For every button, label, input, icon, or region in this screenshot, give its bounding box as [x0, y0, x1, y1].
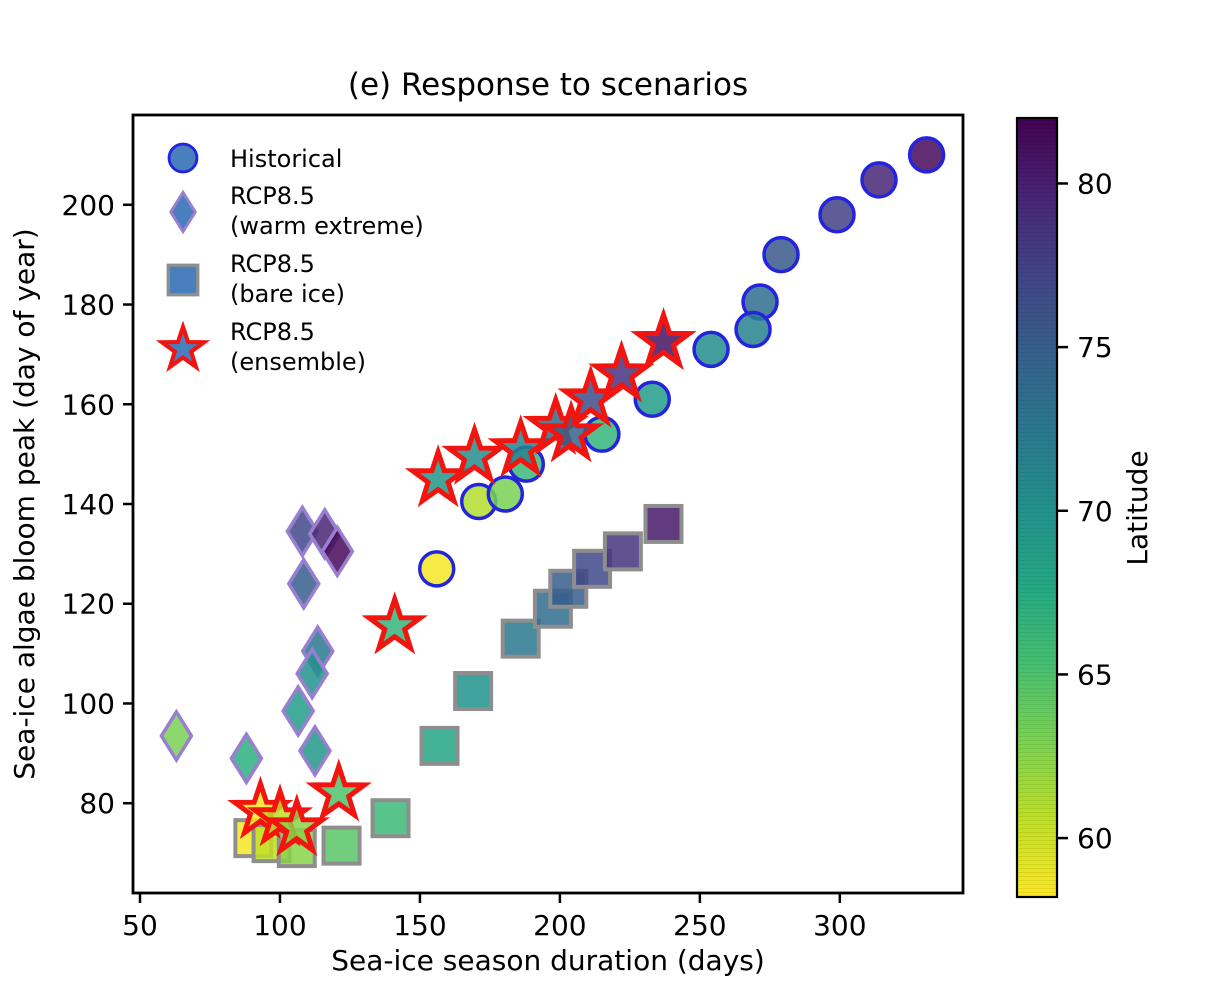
data-point-diamond: [320, 524, 355, 579]
data-point-diamond: [286, 556, 321, 612]
x-tick-label: 250: [673, 909, 726, 942]
data-point-square: [166, 263, 200, 297]
x-tick-label: 150: [393, 909, 446, 942]
data-point-diamond: [169, 189, 197, 235]
data-point-star: [361, 591, 428, 655]
data-point-diamond: [285, 504, 320, 559]
colorbar: 60 65 70 75 80 Latitude: [1015, 116, 1154, 899]
data-point-diamond: [295, 646, 330, 701]
data-point-square: [370, 798, 411, 839]
data-point-star: [630, 306, 697, 371]
data-point-square: [453, 671, 494, 712]
y-tick-label: 100: [62, 687, 115, 720]
data-point-circle: [692, 330, 730, 369]
legend-label-bare-ice-2: (bare ice): [230, 280, 345, 308]
y-tick-label: 200: [62, 189, 115, 222]
plot-border: [131, 113, 965, 895]
data-point-circle: [167, 142, 199, 174]
legend-label-ensemble-2: (ensemble): [230, 348, 366, 376]
data-point-star: [155, 320, 211, 373]
data-point-square: [419, 725, 460, 766]
x-tick-label: 200: [533, 909, 586, 942]
x-tick-label: 50: [122, 909, 158, 942]
legend-label-warm-extreme-1: RCP8.5: [230, 182, 315, 210]
data-point-square: [602, 531, 643, 572]
data-point-diamond: [297, 723, 333, 779]
data-point-circle: [417, 550, 456, 588]
colorbar-tick-label: 70: [1077, 495, 1113, 528]
legend-label-historical: Historical: [230, 145, 342, 173]
data-point-circle: [734, 310, 772, 349]
y-tick-label: 180: [62, 289, 115, 322]
data-point-star: [263, 793, 330, 857]
colorbar-ticks: 60 65 70 75 80: [1057, 167, 1113, 855]
data-point-diamond: [159, 708, 194, 764]
colorbar-tick-label: 80: [1077, 167, 1113, 200]
data-point-diamond: [229, 731, 264, 786]
data-point-circle: [762, 235, 800, 274]
series-rcp8-5-ensemble: [227, 306, 697, 857]
x-tick-label: 300: [813, 909, 866, 942]
data-point-circle: [907, 136, 946, 174]
legend-marker-circle: [167, 142, 199, 174]
y-axis-label: Sea-ice algae bloom peak (day of year): [8, 228, 41, 779]
data-point-star: [537, 399, 605, 463]
legend-marker-diamond: [169, 189, 197, 235]
data-point-square: [643, 503, 684, 544]
data-point-star: [588, 339, 655, 403]
series-rcp8-5-warm-extreme: [159, 504, 355, 786]
x-tick-label: 100: [253, 909, 306, 942]
data-point-star: [305, 758, 372, 822]
x-axis-label: Sea-ice season duration (days): [331, 944, 765, 977]
data-point-circle: [486, 475, 525, 513]
scatter-markers: [159, 136, 946, 869]
colorbar-tick-label: 65: [1077, 658, 1113, 691]
data-point-circle: [583, 415, 621, 453]
legend: Historical RCP8.5 (warm extreme) RCP8.5 …: [155, 142, 424, 376]
legend-label-bare-ice-1: RCP8.5: [230, 250, 315, 278]
y-axis-ticks: 80 100 120 140 160 180 200: [62, 189, 133, 820]
y-tick-label: 140: [62, 488, 115, 521]
colorbar-border: [1015, 116, 1059, 899]
x-axis-ticks: 50 100 150 200 250 300: [122, 893, 867, 942]
colorbar-striations: [1017, 118, 1057, 897]
data-point-square: [500, 618, 541, 659]
legend-label-warm-extreme-2: (warm extreme): [230, 212, 424, 240]
chart-title: (e) Response to scenarios: [348, 67, 748, 103]
y-tick-label: 80: [79, 787, 115, 820]
y-tick-label: 160: [62, 388, 115, 421]
legend-label-ensemble-1: RCP8.5: [230, 318, 315, 346]
legend-marker-square: [166, 263, 200, 297]
colorbar-tick-label: 60: [1077, 822, 1113, 855]
data-point-star: [441, 421, 508, 485]
data-point-circle: [818, 195, 856, 234]
data-point-star: [404, 444, 472, 508]
data-point-diamond: [281, 683, 316, 739]
y-tick-label: 120: [62, 588, 115, 621]
data-point-square: [321, 825, 362, 866]
colorbar-label: Latitude: [1121, 450, 1154, 565]
colorbar-tick-label: 75: [1077, 331, 1113, 364]
data-point-circle: [633, 380, 672, 419]
legend-marker-star: [155, 320, 211, 373]
data-point-circle: [860, 161, 898, 199]
